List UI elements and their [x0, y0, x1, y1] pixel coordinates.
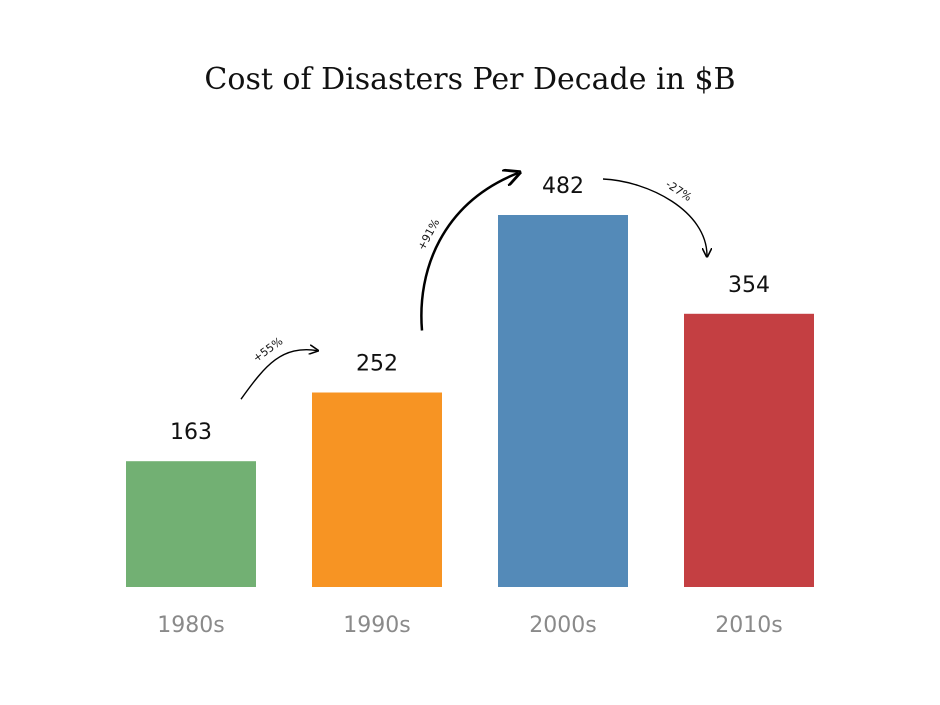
bars-group [126, 215, 814, 587]
x-tick-label-2000s: 2000s [529, 613, 596, 638]
chart-title: Cost of Disasters Per Decade in $B [204, 62, 735, 97]
value-label-2000s: 482 [542, 174, 584, 199]
value-label-1980s: 163 [170, 420, 212, 445]
change-arrow-1 [240, 350, 317, 400]
change-arrows-group: +55% +91% -27% [240, 173, 707, 400]
change-arrow-3 [602, 178, 707, 256]
bar-1990s [312, 392, 442, 587]
change-label-3: -27% [663, 178, 694, 204]
x-tick-label-2010s: 2010s [715, 613, 782, 638]
x-tick-label-1980s: 1980s [157, 613, 224, 638]
value-labels-group: 163 252 482 354 [170, 174, 770, 445]
change-label-2: +91% [415, 217, 442, 253]
bar-2000s [498, 215, 628, 587]
bar-2010s [684, 313, 814, 587]
x-tick-label-1990s: 1990s [343, 613, 410, 638]
x-tick-labels-group: 1980s 1990s 2000s 2010s [157, 613, 782, 638]
value-label-2010s: 354 [728, 273, 770, 298]
value-label-1990s: 252 [356, 352, 398, 377]
change-label-1: +55% [250, 335, 285, 365]
bar-1980s [126, 461, 256, 587]
change-arrow-2 [420, 173, 518, 331]
